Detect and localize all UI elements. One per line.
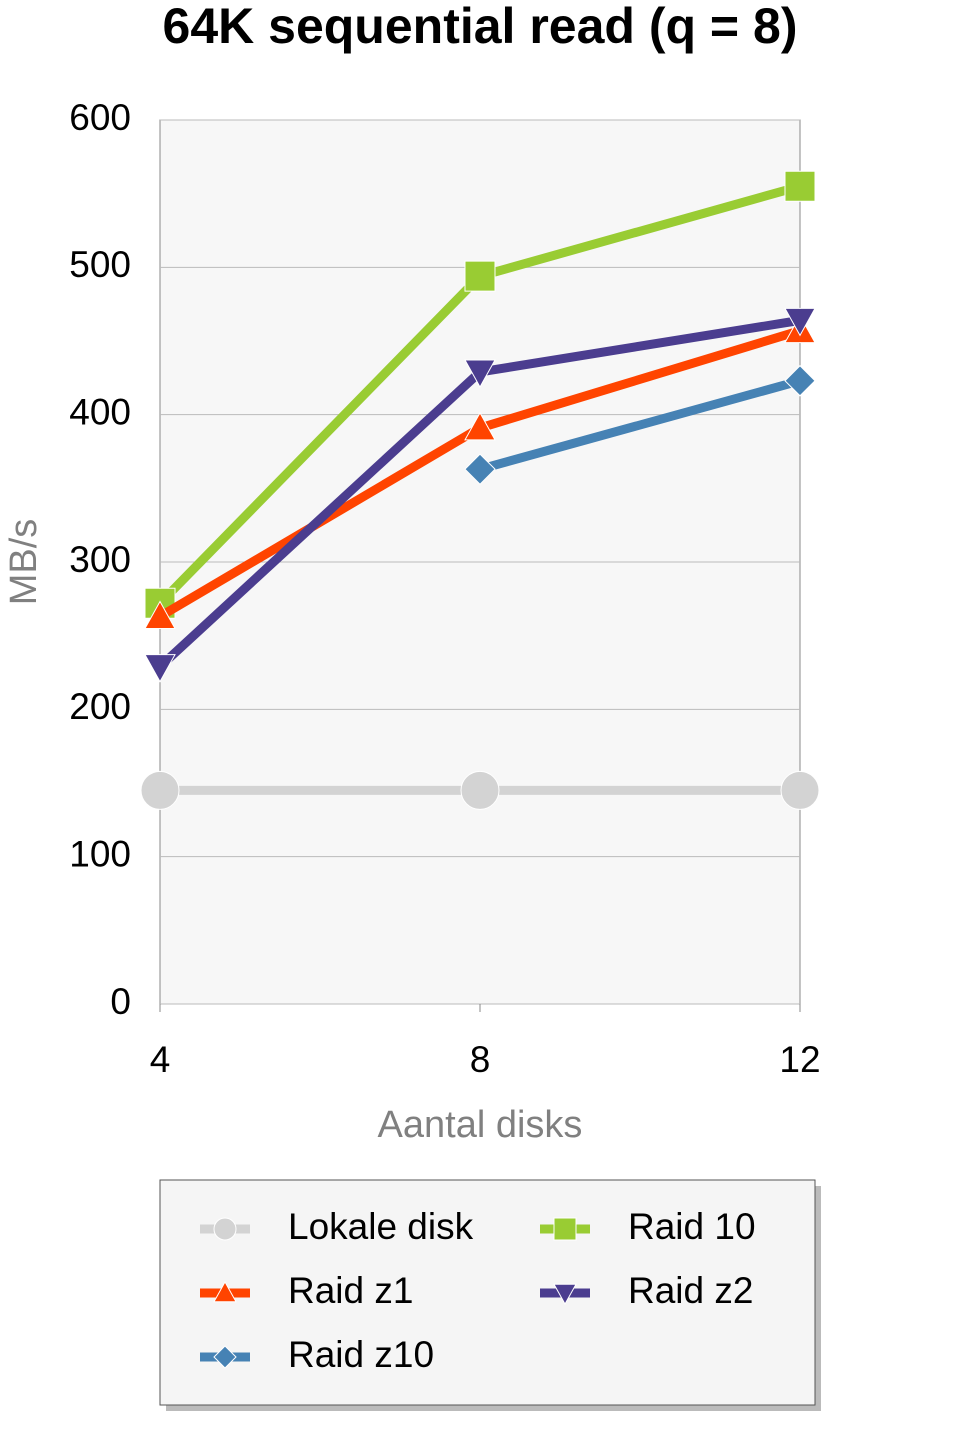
marker — [784, 170, 816, 202]
series-line — [478, 376, 802, 474]
y-tick-label: 300 — [69, 539, 131, 580]
marker — [784, 365, 816, 397]
legend — [159, 1179, 816, 1406]
marker — [464, 359, 496, 388]
chart-title: 64K sequential read (q = 8) — [163, 0, 798, 54]
marker — [784, 307, 816, 337]
marker — [464, 411, 496, 441]
y-tick-label: 0 — [110, 981, 131, 1022]
x-tick-label: 12 — [779, 1039, 820, 1080]
legend-marker — [213, 1217, 237, 1241]
marker — [144, 654, 176, 683]
y-tick-label: 200 — [69, 686, 131, 727]
legend-marker — [213, 1345, 237, 1369]
x-tick-label: 8 — [470, 1039, 491, 1080]
marker — [144, 600, 176, 630]
legend-label: Raid z2 — [628, 1270, 753, 1311]
x-axis-label: Aantal disks — [378, 1104, 583, 1146]
y-tick-label: 600 — [69, 97, 131, 138]
legend-marker — [553, 1217, 577, 1241]
marker — [460, 770, 500, 810]
legend-label: Raid 10 — [628, 1206, 756, 1247]
y-axis-label: MB/s — [3, 519, 45, 606]
marker — [464, 453, 496, 485]
legend-marker — [553, 1283, 577, 1306]
y-tick-label: 100 — [69, 833, 131, 874]
y-tick-label: 500 — [69, 244, 131, 285]
marker — [780, 770, 820, 810]
y-tick-label: 400 — [69, 391, 131, 432]
legend-label: Raid z10 — [288, 1334, 434, 1375]
marker — [464, 260, 496, 292]
x-tick-label: 4 — [150, 1039, 171, 1080]
legend-label: Lokale disk — [288, 1206, 474, 1247]
legend-marker — [213, 1280, 237, 1303]
legend-label: Raid z1 — [288, 1270, 413, 1311]
marker — [140, 770, 180, 810]
